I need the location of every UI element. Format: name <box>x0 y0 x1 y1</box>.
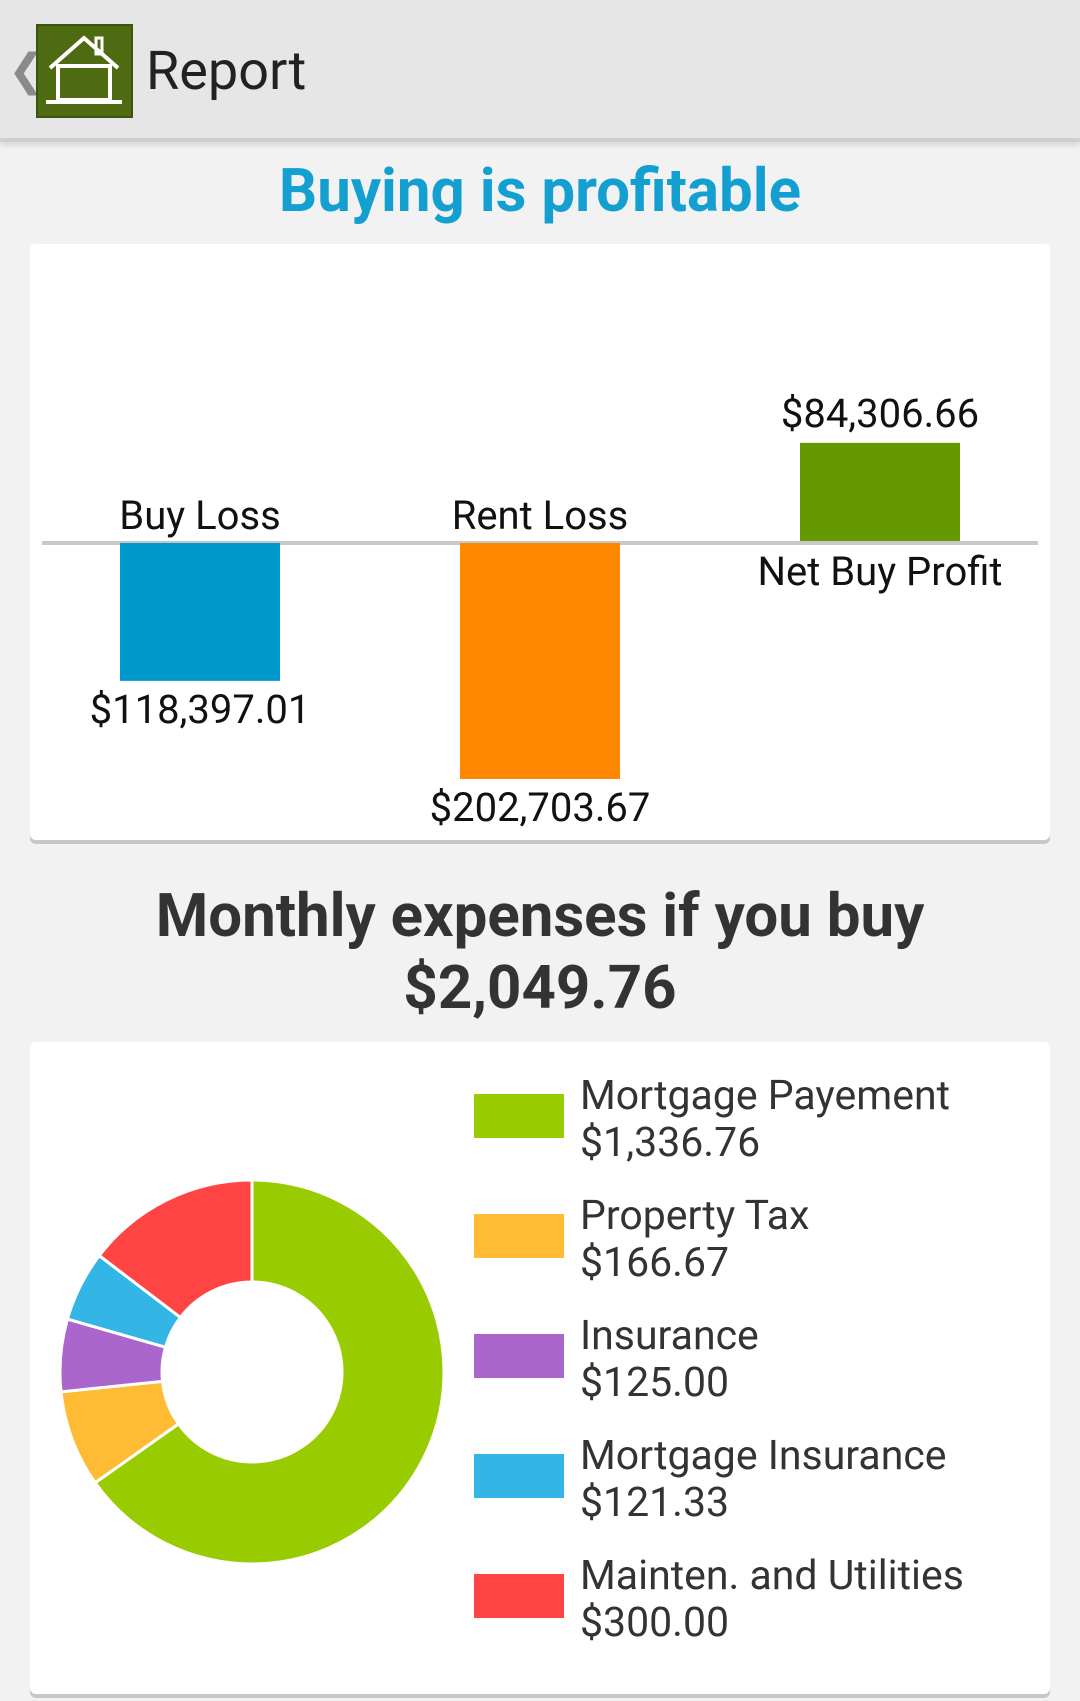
bar-buy-loss <box>120 543 280 681</box>
legend-swatch <box>474 1214 564 1258</box>
expenses-legend: Mortgage Payement $1,336.76 Property Tax $1… <box>470 1072 1030 1672</box>
bar-category-label: Net Buy Profit <box>757 548 1002 595</box>
legend-name: Property Tax <box>580 1192 810 1240</box>
legend-swatch <box>474 1094 564 1138</box>
monthly-expenses-total: $2,049.76 <box>403 952 677 1023</box>
bar-category-label: Buy Loss <box>119 492 280 539</box>
legend-item: Mainten. and Utilities $300.00 <box>470 1552 1030 1672</box>
legend-value: $166.67 <box>580 1239 730 1287</box>
legend-name: Mortgage Payement <box>580 1072 951 1120</box>
monthly-expenses-title: Monthly expenses if you buy <box>155 880 925 951</box>
monthly-expenses-heading: Monthly expenses if you buy $2,049.76 <box>0 880 1080 1024</box>
legend-value: $125.00 <box>580 1359 730 1407</box>
screen-title: Report <box>146 40 307 103</box>
house-icon[interactable] <box>36 24 133 118</box>
bar-value-label: $118,397.01 <box>90 686 311 733</box>
legend-item: Mortgage Insurance $121.33 <box>470 1432 1030 1552</box>
legend-name: Insurance <box>580 1312 759 1360</box>
legend-value: $1,336.76 <box>580 1119 761 1167</box>
legend-value: $300.00 <box>580 1599 730 1647</box>
expenses-donut-chart <box>58 1178 446 1566</box>
bar-net-buy-profit <box>800 442 960 541</box>
comparison-bar-chart: Buy Loss $118,397.01 Rent Loss $202,703.67 N… <box>42 390 1038 831</box>
bar-rent-loss <box>460 543 620 779</box>
legend-value: $121.33 <box>580 1479 730 1527</box>
legend-item: Insurance $125.00 <box>470 1312 1030 1432</box>
legend-name: Mainten. and Utilities <box>580 1552 964 1600</box>
action-bar: ❮ Report <box>0 0 1080 142</box>
legend-name: Mortgage Insurance <box>580 1432 947 1480</box>
legend-swatch <box>474 1334 564 1378</box>
legend-item: Mortgage Payement $1,336.76 <box>470 1072 1030 1192</box>
verdict-headline: Buying is profitable <box>278 155 802 226</box>
legend-item: Property Tax $166.67 <box>470 1192 1030 1312</box>
legend-swatch <box>474 1574 564 1618</box>
expenses-card: Mortgage Payement $1,336.76 Property Tax $1… <box>30 1042 1050 1694</box>
donut-slice-mainten-and-utilities <box>97 1178 254 1320</box>
bar-value-label: $202,703.67 <box>430 784 651 831</box>
legend-swatch <box>474 1454 564 1498</box>
donut-slice-mortgage-payement <box>93 1178 446 1566</box>
bar-value-label: $84,306.66 <box>781 390 979 437</box>
comparison-card: Buy Loss $118,397.01 Rent Loss $202,703.67 N… <box>30 244 1050 840</box>
bar-category-label: Rent Loss <box>452 492 629 539</box>
